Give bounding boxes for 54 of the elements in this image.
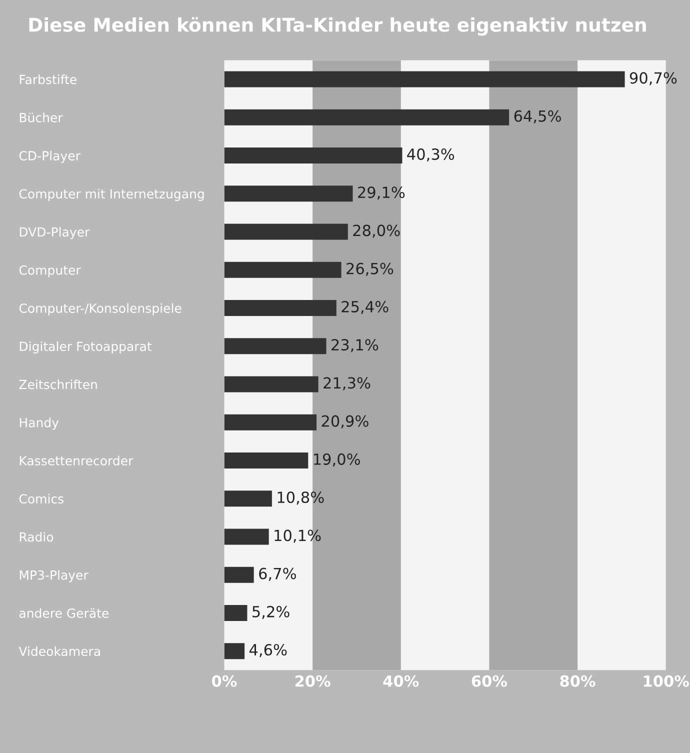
bar bbox=[224, 643, 245, 660]
bar bbox=[224, 338, 326, 354]
y-tick-label: andere Geräte bbox=[19, 608, 109, 618]
data-label: 64,5% bbox=[514, 110, 561, 124]
bar bbox=[224, 300, 336, 316]
data-label: 6,7% bbox=[259, 568, 296, 581]
x-tick-label: 0% bbox=[212, 675, 237, 687]
y-tick-label: Bücher bbox=[20, 112, 63, 122]
y-tick-label: Kassettenrecorder bbox=[20, 456, 134, 466]
y-tick-label: Zeitschriften bbox=[19, 380, 97, 390]
bar bbox=[224, 262, 342, 278]
bar bbox=[224, 604, 248, 621]
bar bbox=[224, 186, 353, 202]
y-tick-label: CD-Player bbox=[19, 150, 80, 163]
y-tick-label: Digitaler Fotoapparat bbox=[20, 341, 152, 354]
data-label: 19,0% bbox=[314, 453, 360, 466]
y-tick-label: Radio bbox=[20, 532, 54, 542]
bar bbox=[224, 109, 510, 126]
data-label: 21,3% bbox=[324, 377, 370, 390]
y-tick-label: MP3-Player bbox=[20, 570, 88, 582]
bar bbox=[224, 490, 272, 507]
bar bbox=[224, 414, 317, 430]
data-label: 4,6% bbox=[249, 644, 287, 658]
bar bbox=[224, 528, 269, 545]
bar bbox=[224, 452, 308, 469]
y-tick-label: DVD-Player bbox=[20, 227, 90, 240]
bar bbox=[224, 224, 348, 240]
bar bbox=[224, 71, 625, 88]
x-tick-label: 40% bbox=[383, 675, 419, 687]
data-label: 23,1% bbox=[332, 339, 378, 352]
data-label: 20,9% bbox=[322, 415, 368, 428]
x-tick-label: 80% bbox=[560, 675, 596, 687]
y-tick-label: Farbstifte bbox=[20, 74, 76, 84]
x-tick-label: 100% bbox=[644, 675, 689, 687]
bar bbox=[224, 376, 318, 392]
data-label: 25,4% bbox=[342, 300, 388, 314]
data-label: 5,2% bbox=[252, 606, 290, 619]
y-tick-label: Handy bbox=[20, 418, 59, 430]
y-tick-label: Videokamera bbox=[18, 646, 100, 656]
y-tick-label: Computer bbox=[19, 265, 81, 278]
bar bbox=[224, 148, 402, 164]
data-label: 28,0% bbox=[353, 224, 400, 238]
x-tick-label: 60% bbox=[472, 675, 508, 687]
y-tick-label: Comics bbox=[19, 494, 64, 504]
chart-title: Diese Medien können KITa-Kinder heute eigenaktiv nutzen bbox=[29, 17, 646, 36]
data-label: 40,3% bbox=[407, 148, 454, 162]
y-tick-label: Computer mit Internetzugang bbox=[19, 188, 204, 202]
data-label: 26,5% bbox=[346, 262, 394, 276]
data-label: 90,7% bbox=[630, 72, 677, 86]
y-tick-label: Computer-/Konsolenspiele bbox=[19, 303, 182, 316]
bar bbox=[224, 566, 254, 583]
data-label: 10,1% bbox=[274, 530, 321, 543]
x-tick-label: 20% bbox=[295, 675, 330, 687]
data-label: 10,8% bbox=[278, 492, 324, 505]
